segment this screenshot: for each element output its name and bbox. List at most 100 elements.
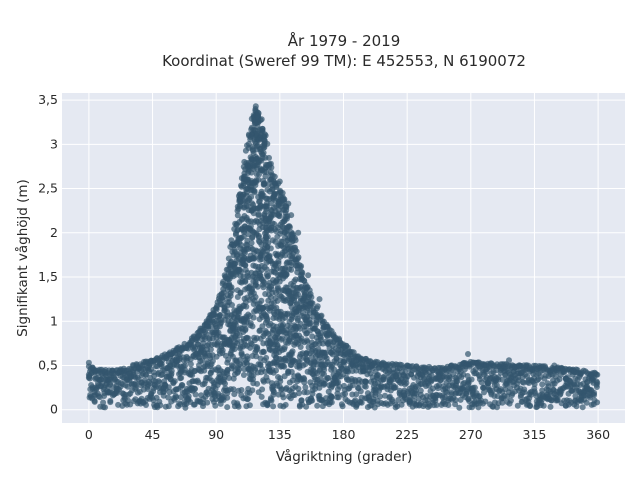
- data-point: [263, 235, 270, 242]
- data-point: [182, 362, 188, 369]
- data-point: [243, 359, 250, 366]
- data-point: [417, 387, 424, 394]
- data-point: [267, 160, 274, 167]
- data-point: [593, 371, 600, 378]
- data-point: [230, 386, 237, 393]
- data-point: [201, 367, 208, 374]
- data-point: [175, 353, 182, 360]
- data-point: [229, 287, 236, 294]
- data-point: [300, 375, 307, 381]
- data-point: [258, 297, 265, 304]
- data-point: [307, 291, 314, 297]
- data-point: [309, 333, 316, 340]
- data-point: [102, 404, 108, 411]
- data-point: [433, 402, 440, 408]
- data-point: [507, 397, 514, 404]
- data-point: [250, 210, 257, 217]
- data-point: [276, 178, 283, 185]
- data-point: [514, 402, 521, 409]
- y-axis-label: Signifikant våghöjd (m): [14, 179, 31, 337]
- data-point: [531, 385, 538, 392]
- data-point: [283, 271, 290, 278]
- data-point: [267, 245, 274, 252]
- data-point: [331, 366, 338, 373]
- data-point: [295, 385, 302, 392]
- data-point: [493, 382, 500, 389]
- data-point: [362, 383, 369, 390]
- data-point: [335, 379, 342, 386]
- y-tick-labels: 0 0,5 1 1,5 2 2,5 3 3,5: [38, 92, 58, 417]
- data-point: [286, 337, 293, 344]
- data-point: [506, 357, 512, 364]
- data-point: [226, 375, 232, 381]
- data-point: [301, 379, 308, 386]
- data-point: [452, 401, 459, 408]
- data-point: [540, 402, 547, 409]
- data-point: [357, 399, 364, 406]
- data-point: [238, 387, 245, 393]
- data-point: [328, 393, 335, 400]
- data-point: [285, 200, 292, 207]
- data-point: [98, 376, 104, 383]
- y-tick-label: 2: [50, 225, 58, 240]
- data-point: [242, 262, 249, 268]
- data-point: [258, 116, 265, 123]
- data-point: [178, 382, 185, 388]
- data-point: [534, 377, 540, 384]
- data-point: [252, 294, 259, 300]
- data-point: [91, 398, 98, 405]
- x-tick-label: 45: [145, 427, 161, 442]
- data-point: [551, 362, 558, 369]
- data-point: [481, 389, 487, 396]
- data-point: [145, 378, 152, 385]
- y-tick-label: 1: [50, 313, 58, 328]
- data-point: [204, 399, 211, 406]
- data-point: [380, 374, 386, 381]
- data-point: [263, 169, 270, 176]
- data-point: [280, 321, 286, 328]
- data-point: [284, 311, 290, 318]
- data-point: [583, 399, 590, 406]
- data-point: [255, 176, 262, 183]
- data-point: [231, 391, 238, 398]
- data-point: [475, 404, 482, 411]
- data-point: [244, 353, 251, 360]
- data-point: [314, 402, 321, 409]
- data-point: [532, 390, 538, 396]
- data-point: [482, 398, 489, 405]
- y-tick-label: 0: [50, 402, 58, 417]
- data-point: [292, 276, 299, 283]
- data-point: [457, 396, 464, 403]
- data-point: [178, 374, 185, 381]
- data-point: [280, 394, 287, 401]
- data-point: [254, 283, 261, 290]
- data-point: [248, 240, 255, 246]
- data-point: [278, 238, 285, 245]
- data-point: [245, 395, 251, 402]
- data-point: [248, 193, 255, 200]
- data-point: [264, 402, 271, 409]
- data-point: [165, 394, 172, 401]
- data-point: [286, 223, 293, 230]
- data-point: [191, 385, 198, 392]
- data-point: [309, 300, 316, 307]
- x-tick-label: 180: [332, 427, 356, 442]
- data-point: [289, 348, 296, 355]
- data-point: [295, 254, 302, 261]
- data-point: [234, 402, 241, 409]
- data-points: [85, 103, 601, 411]
- data-point: [268, 380, 275, 387]
- data-point: [468, 376, 475, 383]
- data-point: [249, 323, 256, 330]
- data-point: [251, 188, 258, 194]
- y-tick-label: 2,5: [38, 181, 58, 196]
- data-point: [279, 335, 286, 342]
- data-point: [187, 361, 194, 368]
- data-point: [499, 399, 506, 406]
- data-point: [353, 391, 360, 398]
- data-point: [259, 386, 266, 393]
- data-point: [155, 378, 162, 385]
- data-point: [267, 294, 274, 301]
- x-tick-label: 315: [523, 427, 547, 442]
- data-point: [199, 344, 206, 351]
